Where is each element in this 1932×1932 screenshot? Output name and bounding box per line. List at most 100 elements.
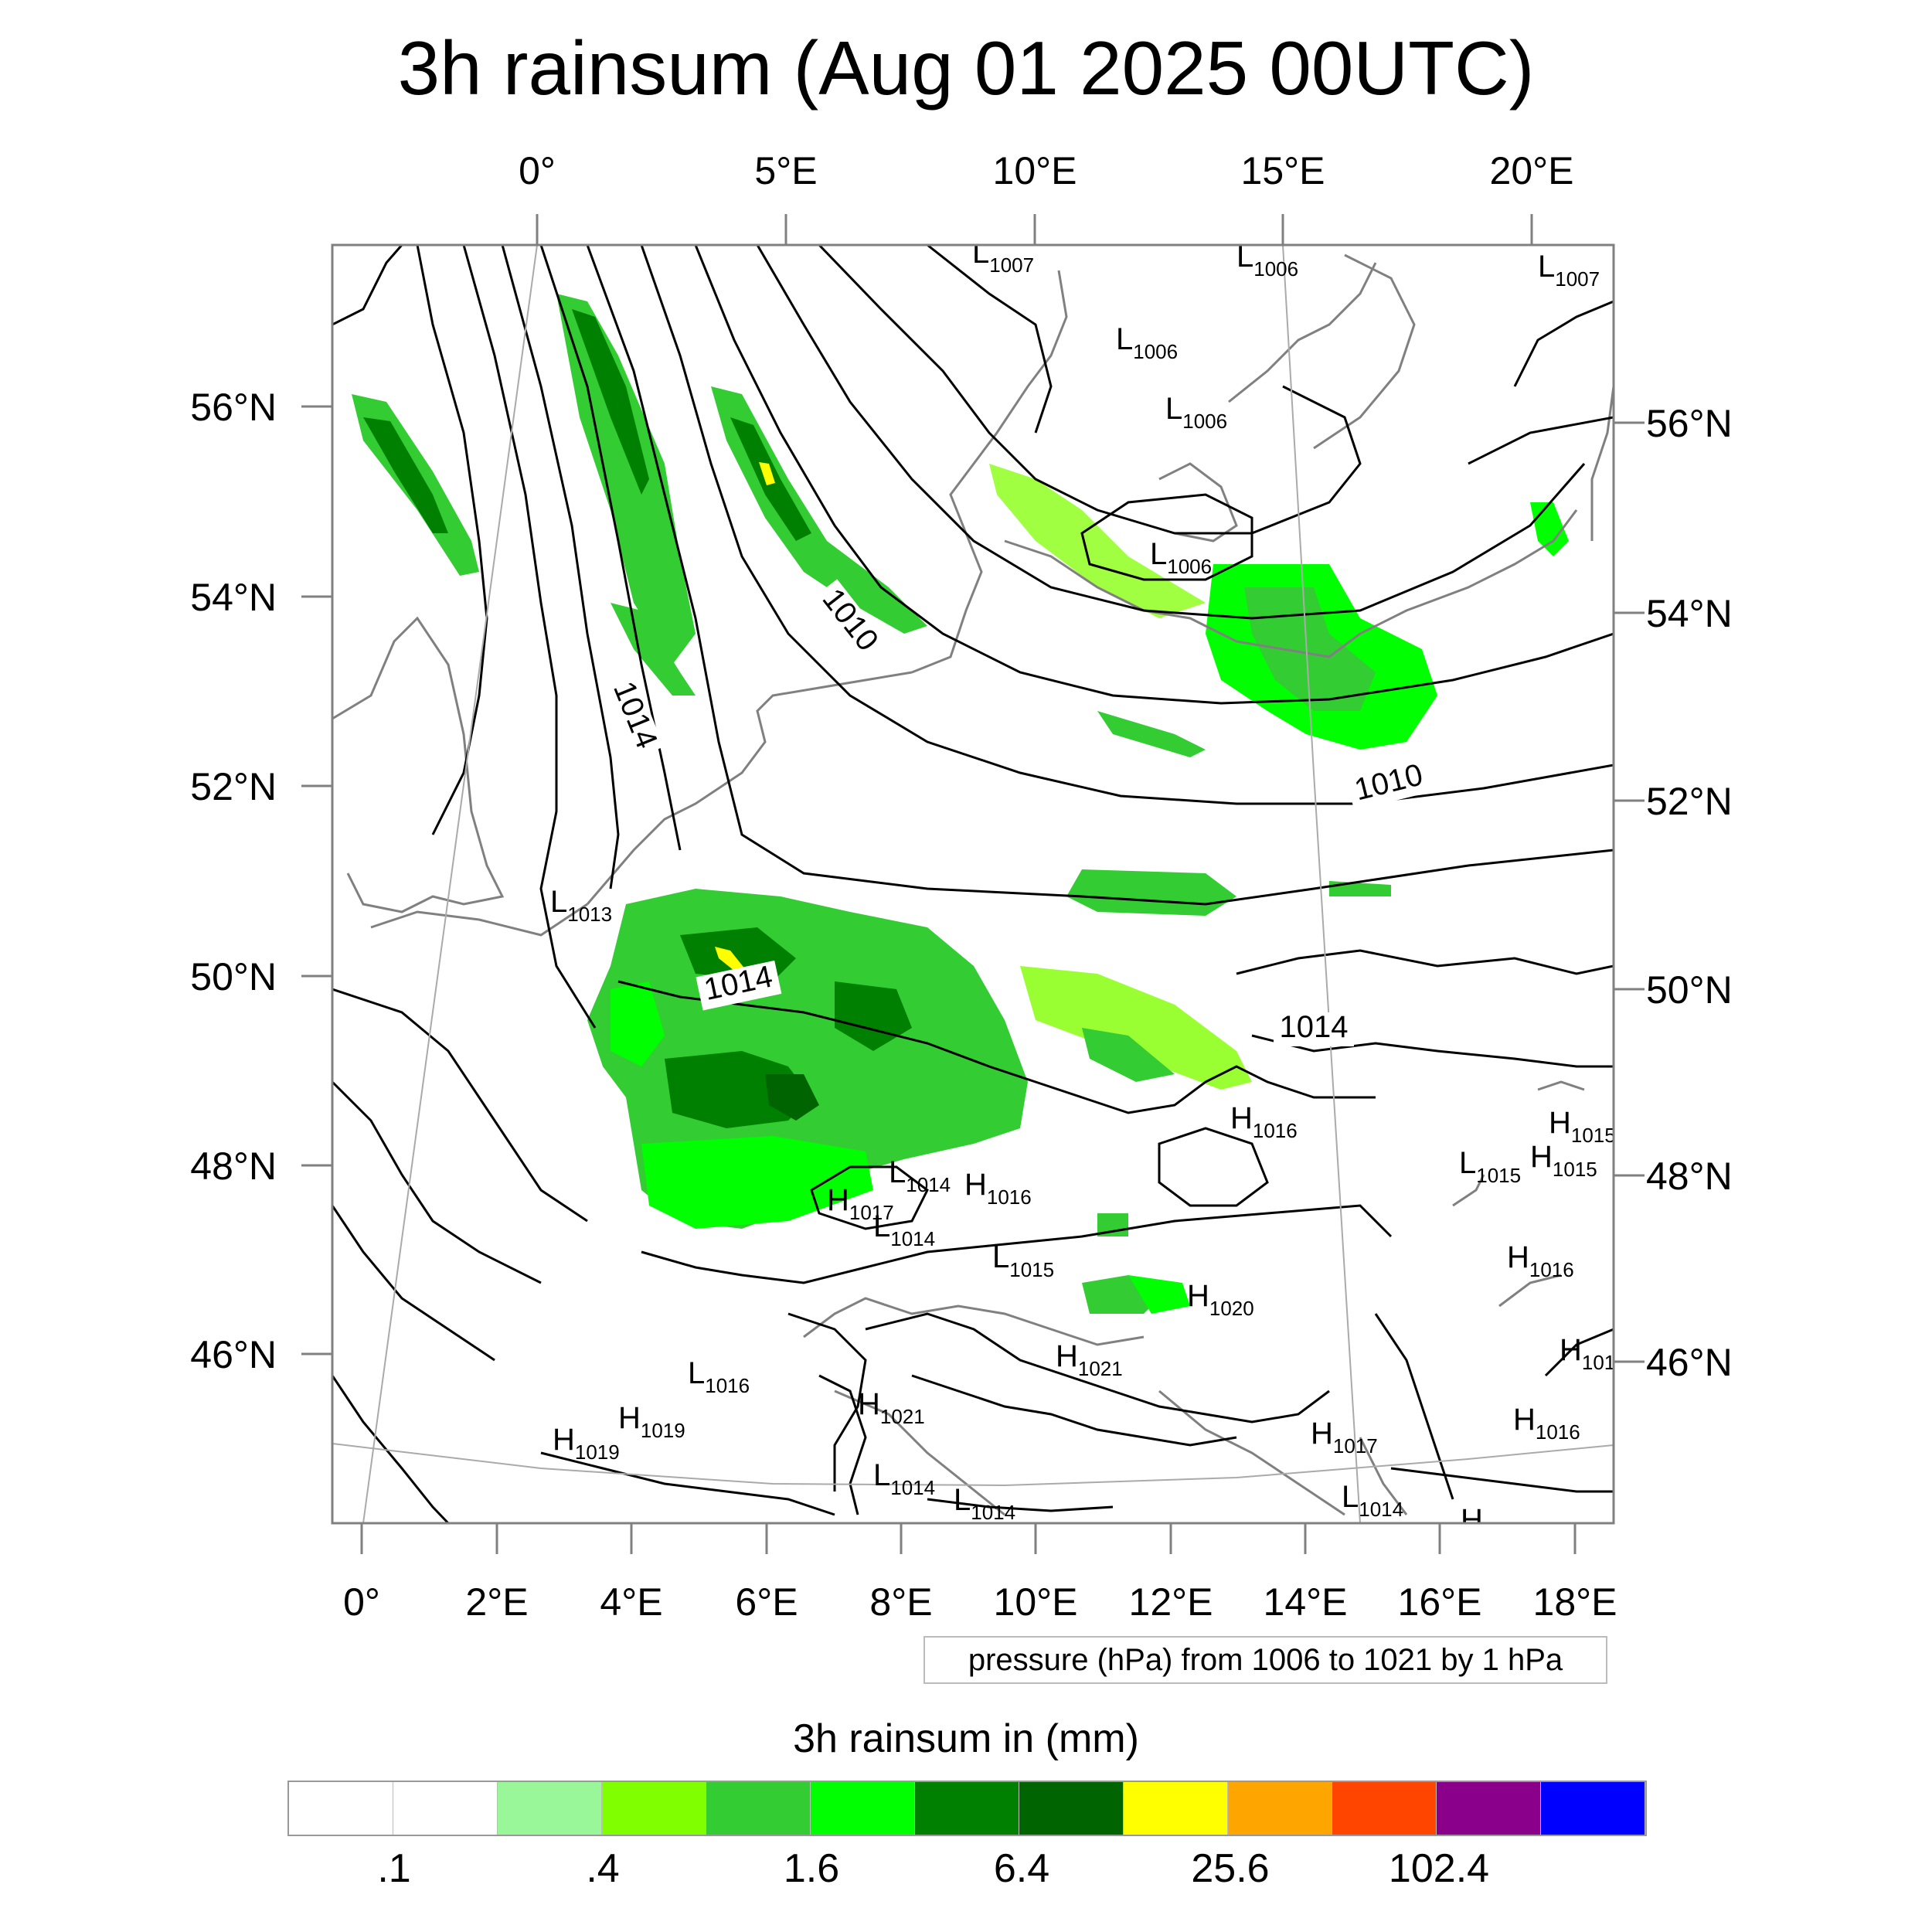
high-pressure-label: H1016 bbox=[1513, 1403, 1580, 1444]
rain-band-northsea-west bbox=[556, 294, 696, 665]
colorbar-swatch bbox=[1541, 1782, 1645, 1835]
map-frame bbox=[331, 243, 1615, 1525]
bottom-lon-label: 6°E bbox=[735, 1580, 798, 1624]
rain-area-germany-mid bbox=[1066, 869, 1236, 916]
rain-band-uk-core bbox=[363, 417, 448, 533]
high-pressure-label: H1015 bbox=[1530, 1140, 1597, 1181]
top-lon-label: 0° bbox=[519, 149, 556, 192]
low-pressure-label: L1015 bbox=[1459, 1146, 1521, 1187]
high-pressure-label: H1017 bbox=[827, 1183, 894, 1224]
left-latitude-labels: 56°N 54°N 52°N 50°N 48°N 46°N bbox=[190, 386, 332, 1376]
rain-streaks-denmark bbox=[989, 464, 1206, 618]
rain-spot-yellow-2 bbox=[715, 947, 746, 974]
top-lon-label: 5°E bbox=[754, 149, 817, 192]
colorbar-tick-label: .1 bbox=[377, 1846, 411, 1891]
isobar-label-text: 1010 bbox=[1351, 757, 1426, 807]
isobar-label: 1010 bbox=[1345, 757, 1433, 811]
high-pressure-label: H1019 bbox=[553, 1423, 620, 1464]
rain-area-central-light bbox=[611, 981, 665, 1066]
bottom-lon-label: 0° bbox=[343, 1580, 380, 1624]
bottom-lon-label: 4°E bbox=[600, 1580, 662, 1624]
colorbar-tick-label: 1.6 bbox=[783, 1846, 840, 1891]
colorbar-swatch bbox=[393, 1782, 498, 1835]
isobars bbox=[332, 245, 1614, 1523]
high-pressure-label: H1019 bbox=[618, 1401, 685, 1442]
colorbar-swatch bbox=[289, 1782, 393, 1835]
rain-spot-yellow-1 bbox=[759, 462, 775, 485]
right-lat-label: 50°N bbox=[1646, 968, 1733, 1012]
right-lat-label: 56°N bbox=[1646, 402, 1733, 445]
low-pressure-label: L1014 bbox=[873, 1458, 935, 1499]
rain-area-alps-2 bbox=[1128, 1275, 1190, 1314]
rain-area-poland-core bbox=[1244, 587, 1376, 711]
colorbar-swatch bbox=[811, 1782, 915, 1835]
rain-area-central-core-2 bbox=[765, 1074, 819, 1121]
rain-area-central-south bbox=[641, 1136, 873, 1229]
top-longitude-labels: 0° 5°E 10°E 15°E 20°E bbox=[519, 149, 1573, 245]
pressure-system-labels: L1007 L1006 L1007 L1006 L1006 L1006 L1013 H1016… bbox=[550, 236, 1616, 1524]
coastlines bbox=[332, 253, 1614, 1516]
high-pressure-label: H1016 bbox=[1507, 1240, 1574, 1281]
colorbar-swatch bbox=[1332, 1782, 1437, 1835]
colorbar-swatch bbox=[915, 1782, 1019, 1835]
colorbar-tick-label: 25.6 bbox=[1191, 1846, 1270, 1891]
left-lat-label: 56°N bbox=[190, 386, 277, 429]
colorbar-tick-label: .4 bbox=[586, 1846, 620, 1891]
colorbar-swatch bbox=[498, 1782, 602, 1835]
graticule bbox=[332, 245, 1614, 1523]
left-lat-label: 50°N bbox=[190, 955, 277, 998]
low-pressure-label: L1014 bbox=[889, 1155, 951, 1196]
left-lat-label: 54°N bbox=[190, 576, 277, 619]
bottom-lon-label: 12°E bbox=[1129, 1580, 1213, 1624]
low-pressure-label: L1015 bbox=[992, 1240, 1054, 1281]
bottom-longitude-labels: 0° 2°E 4°E 6°E 8°E 10°E 12°E 14°E 16°E 18°E bbox=[343, 1523, 1617, 1624]
left-lat-label: 52°N bbox=[190, 765, 277, 808]
colorbar-tick-label: 6.4 bbox=[993, 1846, 1050, 1891]
low-pressure-label: L1014 bbox=[873, 1209, 935, 1250]
low-pressure-label: L1016 bbox=[688, 1356, 750, 1397]
colorbar-swatch bbox=[1124, 1782, 1228, 1835]
isobar-label-text: 1014 bbox=[1280, 1010, 1349, 1044]
bottom-lon-label: 2°E bbox=[465, 1580, 528, 1624]
bottom-lon-label: 18°E bbox=[1533, 1580, 1617, 1624]
top-lon-label: 10°E bbox=[993, 149, 1077, 192]
low-pressure-label: L1007 bbox=[1538, 250, 1600, 291]
colorbar-swatch bbox=[1228, 1782, 1332, 1835]
high-pressure-label: H1021 bbox=[1056, 1339, 1123, 1380]
rain-area-germany-mid-2 bbox=[1329, 881, 1391, 896]
high-pressure-label: H1020 bbox=[1187, 1279, 1254, 1320]
low-pressure-label: L1006 bbox=[1236, 240, 1298, 281]
bottom-lon-label: 16°E bbox=[1398, 1580, 1482, 1624]
rain-band-germany-north bbox=[1097, 711, 1206, 757]
right-lat-label: 54°N bbox=[1646, 592, 1733, 635]
rain-band-northsea-west-core bbox=[572, 309, 649, 495]
right-lat-label: 52°N bbox=[1646, 780, 1733, 823]
left-lat-label: 46°N bbox=[190, 1333, 277, 1376]
high-pressure-label: H1021 bbox=[858, 1387, 925, 1428]
right-lat-label: 46°N bbox=[1646, 1341, 1733, 1384]
low-pressure-label: L1014 bbox=[954, 1483, 1015, 1524]
low-pressure-label: L1007 bbox=[972, 236, 1034, 277]
high-pressure-label: H1017 bbox=[1311, 1417, 1378, 1458]
high-pressure-label: H101 bbox=[1560, 1333, 1615, 1374]
isobar-label: 1014 bbox=[1274, 1010, 1354, 1046]
rain-areas bbox=[352, 294, 1569, 1314]
colorbar-swatch bbox=[1019, 1782, 1124, 1835]
rain-area-central-east bbox=[1020, 966, 1252, 1090]
rain-area-central-east-streaks bbox=[1082, 1028, 1175, 1082]
low-pressure-label: L1006 bbox=[1165, 392, 1227, 433]
colorbar-tick-label: 102.4 bbox=[1388, 1846, 1490, 1891]
high-pressure-label: H1015 bbox=[1549, 1106, 1616, 1147]
top-lon-label: 20°E bbox=[1490, 149, 1574, 192]
low-pressure-label: L1013 bbox=[550, 885, 612, 926]
bottom-lon-label: 8°E bbox=[869, 1580, 932, 1624]
legend-title: 3h rainsum in (mm) bbox=[793, 1716, 1139, 1761]
high-pressure-label: H1016 bbox=[1230, 1101, 1298, 1142]
low-pressure-label: L1006 bbox=[1116, 322, 1178, 363]
rain-area-central-core-1 bbox=[665, 1051, 811, 1128]
right-latitude-labels: 56°N 54°N 52°N 50°N 48°N 46°N bbox=[1614, 402, 1733, 1384]
bottom-lon-label: 14°E bbox=[1264, 1580, 1348, 1624]
rain-band-northsea-mid bbox=[611, 603, 696, 696]
low-pressure-label: L1014 bbox=[1342, 1480, 1403, 1521]
